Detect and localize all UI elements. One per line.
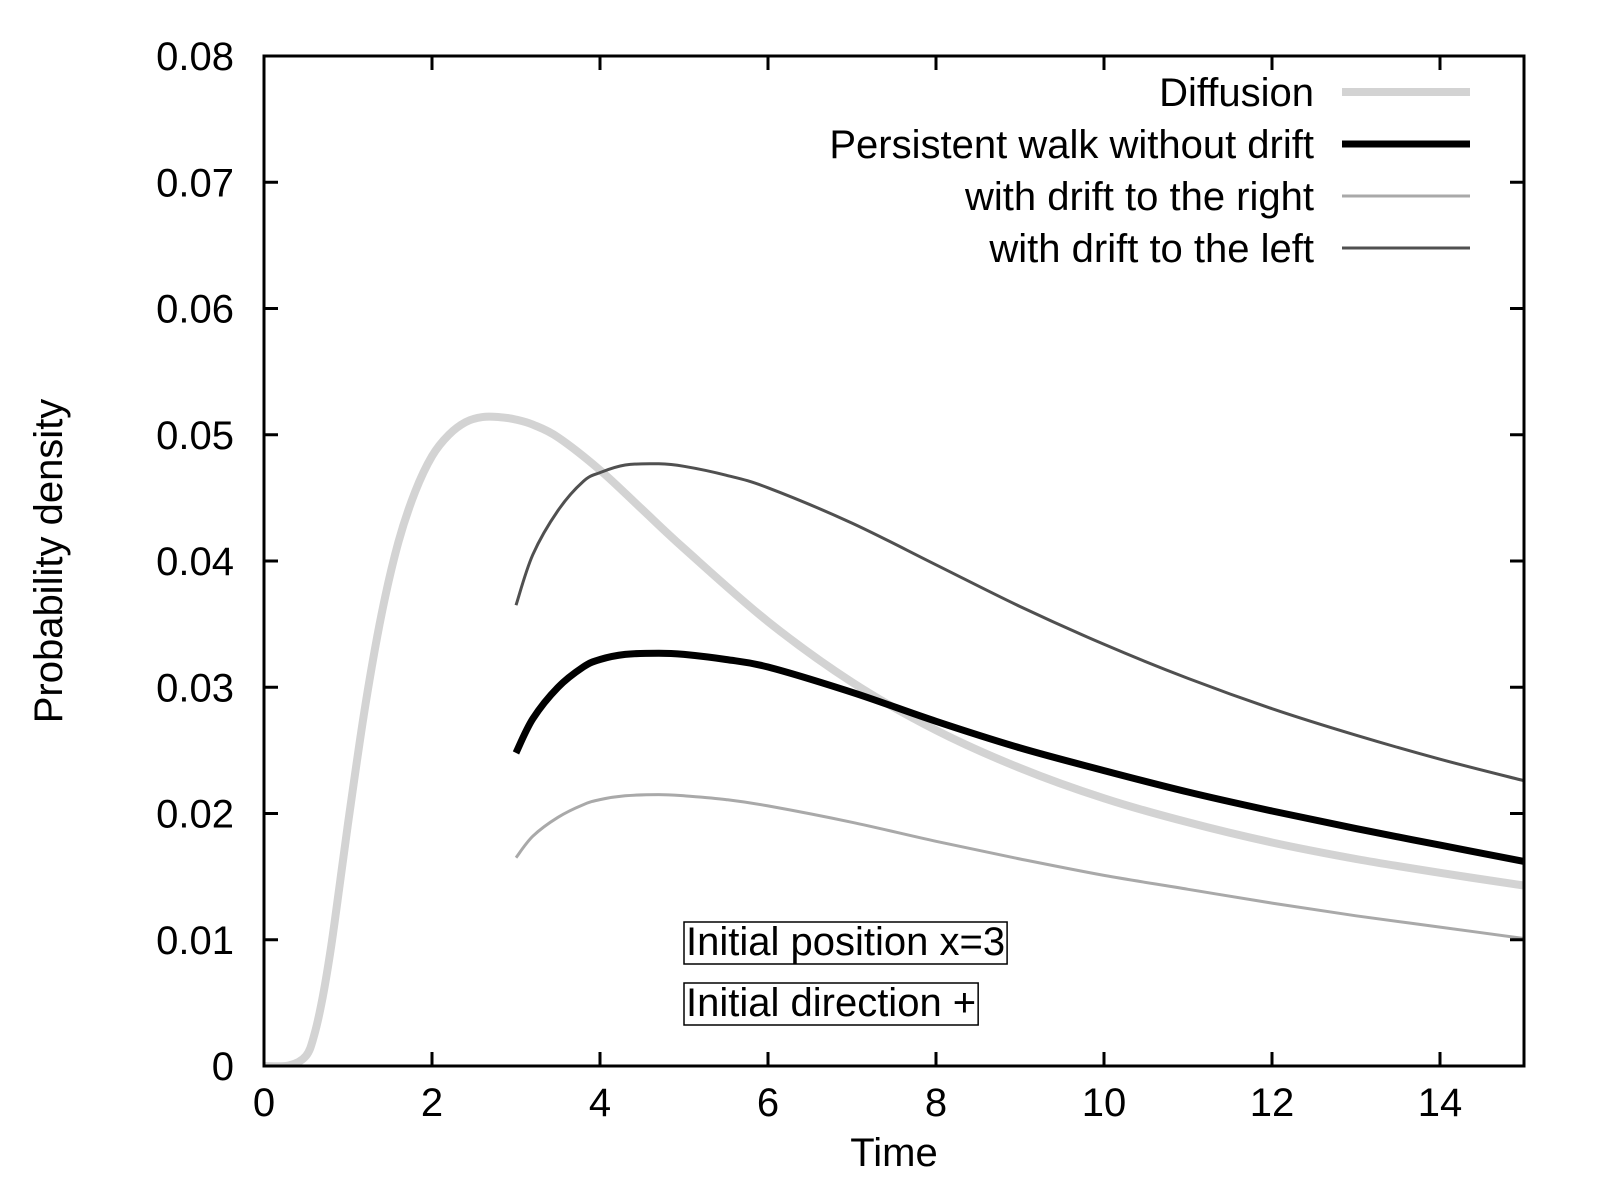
y-axis: 0 0.01 0.02 0.03 0.04 0.05 0.06 0.07 0.08 xyxy=(156,35,1524,1089)
y-tick-label: 0.01 xyxy=(156,919,234,963)
annotation-initial-position: Initial position x=3 xyxy=(686,920,1005,964)
legend: Diffusion Persistent walk without drift wi… xyxy=(829,71,1470,271)
y-tick-label: 0.06 xyxy=(156,288,234,332)
annotation-box-initial-direction xyxy=(683,982,979,1026)
legend-label: with drift to the left xyxy=(988,227,1314,271)
y-tick-label: 0.05 xyxy=(156,414,234,458)
legend-label: with drift to the right xyxy=(964,175,1314,219)
y-axis-label: Probability density xyxy=(27,399,71,724)
y-tick-label: 0.04 xyxy=(156,540,234,584)
legend-label: Diffusion xyxy=(1159,71,1314,115)
y-tick-label: 0.07 xyxy=(156,161,234,205)
x-tick-label: 6 xyxy=(757,1081,779,1125)
series-line-persistent-walk-without-drift xyxy=(512,649,1524,865)
series-line-with-drift-to-the-left xyxy=(514,462,1524,783)
y-tick-label: 0.08 xyxy=(156,35,234,79)
series-line-with-drift-to-the-right xyxy=(514,793,1524,940)
y-tick-label: 0 xyxy=(212,1045,234,1089)
x-tick-label: 10 xyxy=(1082,1081,1127,1125)
x-tick-label: 12 xyxy=(1250,1081,1295,1125)
x-axis-label: Time xyxy=(850,1131,937,1175)
legend-label: Persistent walk without drift xyxy=(829,123,1314,167)
series-line-diffusion xyxy=(264,412,1524,1066)
annotation-box-initial-position xyxy=(683,921,1008,965)
x-axis: 0 2 4 6 8 10 12 14 xyxy=(253,56,1462,1125)
plot-series xyxy=(264,412,1524,1066)
y-tick-label: 0.02 xyxy=(156,793,234,837)
annotation-initial-direction: Initial direction + xyxy=(686,981,976,1025)
x-tick-label: 8 xyxy=(925,1081,947,1125)
annotations: Initial position x=3 Initial direction + xyxy=(683,920,1008,1026)
x-tick-label: 4 xyxy=(589,1081,611,1125)
y-tick-label: 0.03 xyxy=(156,666,234,710)
x-tick-label: 14 xyxy=(1418,1081,1463,1125)
x-tick-label: 0 xyxy=(253,1081,275,1125)
x-tick-label: 2 xyxy=(421,1081,443,1125)
